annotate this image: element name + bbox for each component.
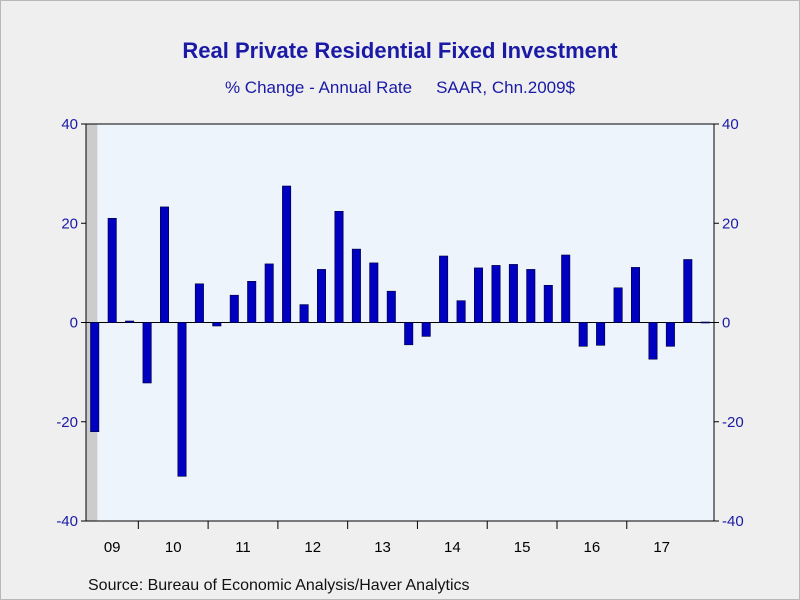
bar-2012Q3 — [316, 269, 326, 323]
bar-2010Q4 — [194, 283, 204, 323]
x-tick-label-17: 17 — [653, 539, 670, 556]
y-tick-label-left: 40 — [61, 116, 78, 133]
bar-2011Q2 — [229, 294, 239, 323]
bar-2017Q2 — [648, 322, 658, 360]
y-tick-label-left: -40 — [56, 513, 78, 530]
bar-2016Q3 — [596, 322, 606, 346]
bar-2011Q1 — [212, 322, 222, 327]
y-tick-label-right: 20 — [722, 215, 739, 232]
source-note: Source: Bureau of Economic Analysis/Have… — [88, 577, 470, 594]
x-tick-label-12: 12 — [304, 539, 321, 556]
x-tick-label-13: 13 — [374, 539, 391, 556]
x-tick-label-15: 15 — [514, 539, 531, 556]
bar-2013Q1 — [351, 248, 361, 323]
bar-2014Q3 — [456, 300, 466, 323]
bar-2015Q4 — [543, 284, 553, 323]
bar-2013Q2 — [369, 262, 379, 323]
bar-2010Q1 — [142, 322, 152, 384]
x-tick-label-11: 11 — [235, 539, 251, 556]
chart-subtitle-units: % Change - Annual Rate — [224, 78, 413, 97]
bar-2011Q3 — [247, 280, 257, 323]
x-tick-label-16: 16 — [584, 539, 601, 556]
bar-2013Q4 — [404, 322, 414, 346]
bar-2018Q1 — [700, 321, 710, 324]
x-tick-label-10: 10 — [165, 539, 182, 556]
chart-subtitle-basis: SAAR, Chn.2009$ — [436, 78, 576, 97]
bar-2009Q2 — [90, 322, 100, 432]
bar-2015Q1 — [491, 265, 501, 323]
y-tick-label-right: 40 — [722, 116, 739, 133]
bar-2017Q3 — [665, 322, 675, 347]
bar-2014Q2 — [439, 255, 449, 323]
bar-2012Q4 — [334, 211, 344, 323]
bar-2017Q4 — [683, 259, 693, 323]
bar-2016Q1 — [561, 254, 571, 323]
y-tick-label-right: -40 — [722, 513, 744, 530]
bar-2016Q2 — [578, 322, 588, 347]
x-tick-label-14: 14 — [444, 539, 461, 556]
y-tick-label-left: 20 — [61, 215, 78, 232]
bar-2010Q2 — [160, 206, 170, 323]
bar-2014Q4 — [473, 267, 483, 323]
y-tick-label-right: -20 — [722, 414, 744, 431]
bar-2012Q2 — [299, 304, 309, 323]
bar-2013Q3 — [386, 290, 396, 323]
bar-2016Q4 — [613, 287, 623, 323]
bar-2017Q1 — [630, 267, 640, 323]
bar-2015Q2 — [508, 264, 518, 323]
bar-2009Q4 — [125, 320, 135, 323]
bar-2010Q3 — [177, 322, 187, 477]
x-tick-label-09: 09 — [104, 539, 121, 556]
y-tick-label-right: 0 — [722, 315, 730, 332]
bar-2011Q4 — [264, 263, 274, 323]
bar-2012Q1 — [282, 185, 292, 323]
bar-2009Q3 — [107, 218, 117, 323]
bar-2015Q3 — [526, 269, 536, 323]
bar-2014Q1 — [421, 322, 431, 337]
y-tick-label-left: 0 — [70, 315, 78, 332]
chart-subtitle: % Change - Annual Rate SAAR, Chn.2009$ — [0, 78, 800, 98]
chart-title: Real Private Residential Fixed Investmen… — [182, 38, 618, 63]
y-tick-label-left: -20 — [56, 414, 78, 431]
